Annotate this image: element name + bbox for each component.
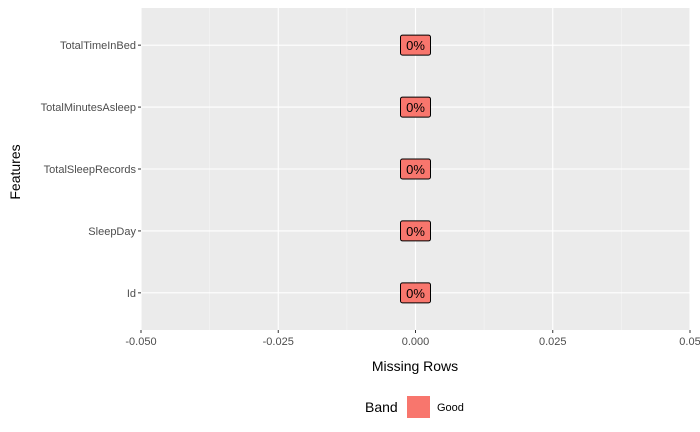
data-label-box [400,282,431,304]
x-axis-title: Missing Rows [372,358,458,374]
legend-key-good [407,396,430,418]
y-tick-label: SleepDay [88,226,136,238]
y-tick-label: TotalMinutesAsleep [41,102,136,114]
data-marks: 0% 0% 0% 0% 0% [400,34,431,304]
x-tick-label: 0.05 [679,336,700,348]
data-label: 0% [406,224,425,239]
legend: Band Good [365,396,464,418]
data-label-box [400,158,431,180]
y-tick-label: TotalTimeInBed [60,40,136,52]
legend-label-good: Good [437,402,464,414]
y-axis-title: Features [7,144,23,199]
data-label-box [400,96,431,118]
x-tick-label: 0.025 [539,336,567,348]
data-label: 0% [406,38,425,53]
data-label: 0% [406,162,425,177]
x-axis: -0.050 -0.025 0.000 0.025 0.05 [125,330,700,348]
x-tick-label: -0.050 [125,336,156,348]
y-axis: Id SleepDay TotalSleepRecords TotalMinutesA… [41,40,141,300]
x-tick-label: -0.025 [263,336,294,348]
y-tick-label: TotalSleepRecords [44,164,137,176]
y-tick-label: Id [127,288,136,300]
data-label: 0% [406,100,425,115]
legend-title: Band [365,399,398,415]
x-tick-label: 0.000 [402,336,430,348]
data-label-box [400,34,431,56]
data-label: 0% [406,286,425,301]
data-label-box [400,220,431,242]
